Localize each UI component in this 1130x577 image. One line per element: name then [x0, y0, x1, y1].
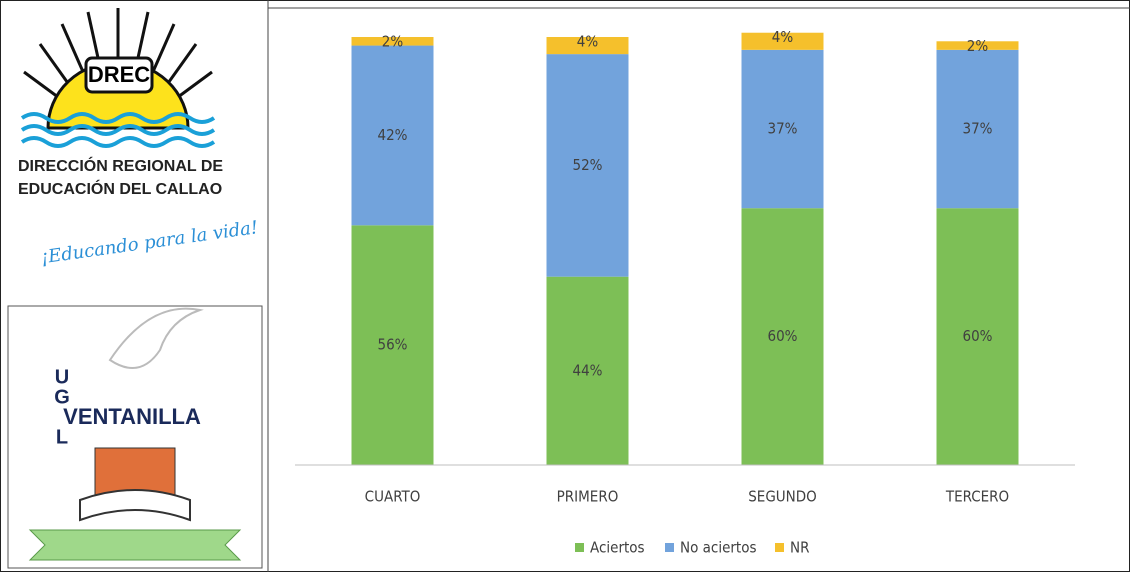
ugel-letter: L: [56, 426, 68, 448]
data-label: 42%: [378, 126, 408, 144]
x-tick-label: CUARTO: [365, 488, 421, 506]
data-label: 44%: [573, 361, 603, 379]
data-label: 37%: [768, 120, 798, 138]
bar-segment: [741, 208, 824, 465]
legend-swatch: [665, 543, 674, 552]
drec-text: DREC: [88, 62, 150, 87]
legend-swatch: [775, 543, 784, 552]
data-label: 56%: [378, 336, 408, 354]
x-tick-label: PRIMERO: [557, 488, 619, 506]
bar-segment: [351, 45, 434, 226]
bar-segment: [741, 49, 824, 209]
x-tick-label: SEGUNDO: [748, 488, 817, 506]
logo-line: EDUCACIÓN DEL CALLAO: [18, 179, 222, 198]
bar-segment: [741, 32, 824, 50]
legend-label: NR: [790, 539, 809, 557]
bar-segment: [351, 37, 434, 46]
legend-label: No aciertos: [680, 539, 757, 557]
data-label: 4%: [772, 28, 794, 46]
bar-segment: [936, 49, 1019, 209]
bar-segment: [546, 54, 629, 277]
ugel-name: VENTANILLA: [63, 404, 201, 429]
x-tick-label: TERCERO: [945, 488, 1009, 506]
bar-segment: [936, 41, 1019, 50]
data-label: 2%: [382, 33, 404, 51]
legend-swatch: [575, 543, 584, 552]
ugel-letter: U: [55, 366, 69, 388]
data-label: 4%: [577, 33, 599, 51]
data-label: 2%: [967, 37, 989, 55]
drec-logo: DREC DIRECCIÓN REGIONAL DE EDUCACIÓN DEL…: [18, 8, 259, 268]
ugel-logo: U G VENTANILLA L: [7, 305, 263, 569]
slogan: ¡Educando para la vida!: [40, 217, 260, 268]
data-label: 52%: [573, 156, 603, 174]
data-label: 37%: [963, 120, 993, 138]
data-label: 60%: [963, 327, 993, 345]
data-label: 60%: [768, 327, 798, 345]
legend-label: Aciertos: [590, 539, 645, 557]
bar-segment: [546, 37, 629, 55]
bar-segment: [936, 208, 1019, 465]
logo-line: DIRECCIÓN REGIONAL DE: [18, 156, 223, 175]
bar-segment: [351, 225, 434, 465]
bar-segment: [546, 276, 629, 465]
ugel-box: [7, 305, 263, 569]
ugel-letter: G: [54, 386, 70, 408]
